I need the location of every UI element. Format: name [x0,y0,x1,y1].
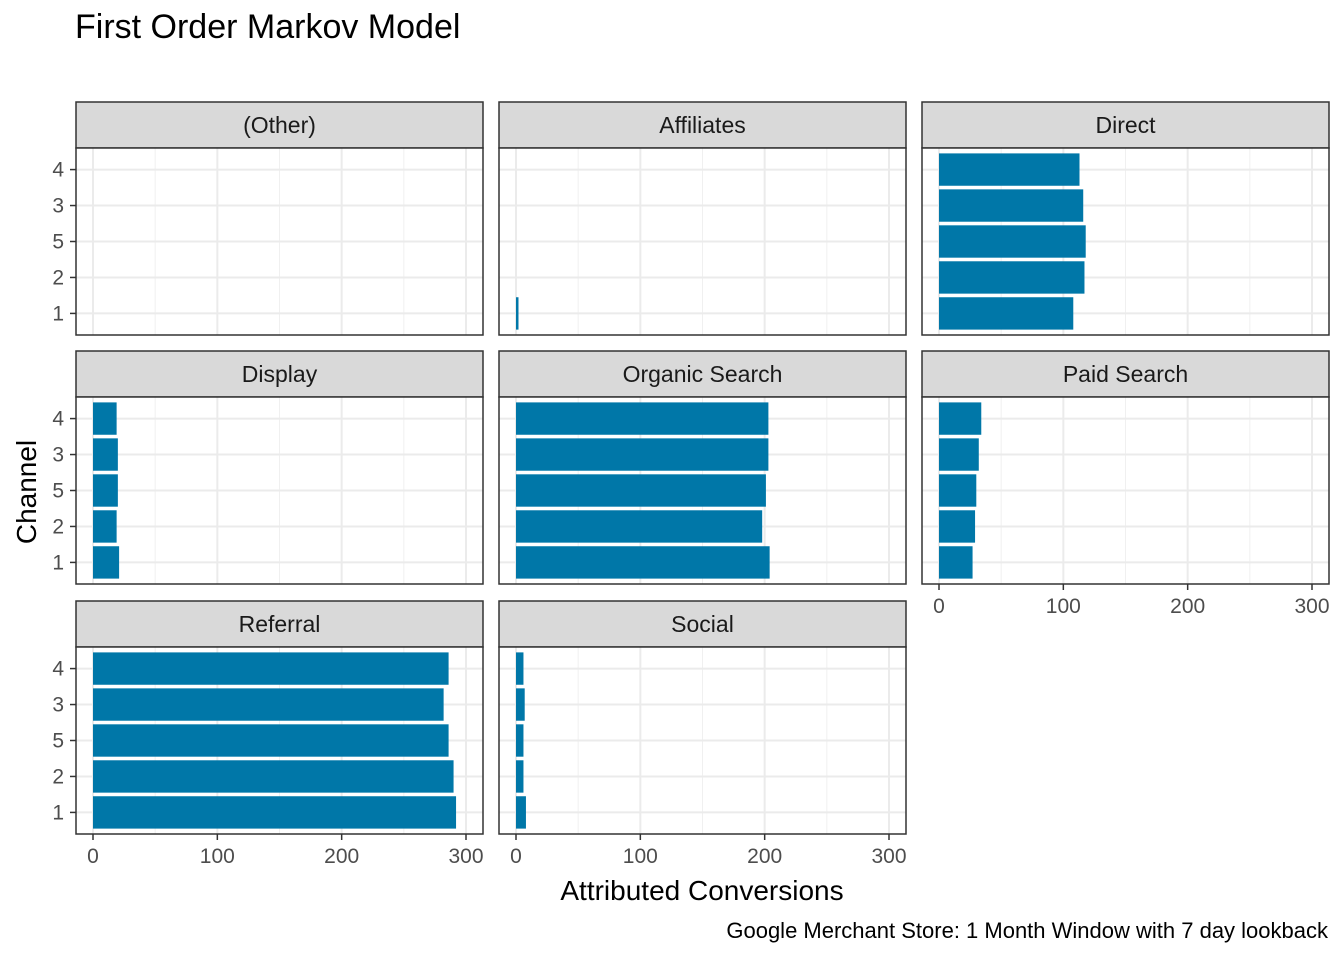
x-tick-label: 100 [1046,595,1081,618]
y-tick-label: 2 [52,515,64,538]
bar [939,510,976,543]
x-tick-label: 0 [933,595,945,618]
facet-strip [498,350,907,398]
bar [93,546,120,579]
y-tick-label: 3 [52,694,64,717]
x-tick-label: 0 [87,845,99,868]
x-tick-label: 200 [1170,595,1205,618]
y-tick-label: 2 [52,765,64,788]
bar [516,652,524,685]
y-tick-label: 5 [52,480,64,503]
y-tick-label: 4 [52,159,64,182]
y-tick-label: 3 [52,444,64,467]
bar [939,546,973,579]
panel-border [921,147,1330,336]
bar [93,438,118,471]
bar [516,724,524,757]
facet-strip-label: Direct [1095,112,1156,138]
bar [93,652,449,685]
bar [939,189,1084,222]
y-axis-title: Channel [11,440,42,544]
facet-strip [921,350,1330,398]
x-tick-label: 200 [324,845,359,868]
panel-border [498,646,907,835]
facet-strip-label: Referral [239,611,321,637]
bar [939,438,979,471]
chart-title: First Order Markov Model [75,8,460,46]
bar [93,510,117,543]
y-tick-label: 2 [52,266,64,289]
facet-strip-label: Social [671,611,734,637]
facet-strip [75,101,484,149]
facet-panel: Paid Search 0 100 200 300 [921,350,1330,618]
bar [93,760,454,793]
y-tick-label: 4 [52,658,64,681]
bar [516,297,519,330]
bar [93,474,118,507]
facet-panel: Affiliates [498,101,907,336]
bar [939,297,1074,330]
facet-strip [498,101,907,149]
facet-strip-label: (Other) [243,112,316,138]
x-tick-label: 300 [448,845,483,868]
bar [516,402,769,435]
x-axis-title: Attributed Conversions [560,875,843,906]
facet-panels: (Other) 1 2 5 3 4 Affiliates Direct Display 1 2 5 3 4… [52,101,1330,868]
facet-panel: Social 0 100 200 300 [498,600,907,868]
bar [516,688,525,721]
bar [516,474,766,507]
bar [516,760,524,793]
bar [93,688,444,721]
facet-panel: Referral 1 2 5 3 4 0 100 200 300 [52,600,484,868]
bar [93,796,457,829]
panel-border [498,396,907,585]
bar [939,261,1085,294]
bar [516,546,770,579]
facet-strip-label: Affiliates [659,112,746,138]
facet-strip-label: Display [242,361,318,387]
facet-panel: Display 1 2 5 3 4 [52,350,484,585]
bar [93,724,449,757]
x-tick-label: 100 [623,845,658,868]
y-tick-label: 4 [52,408,64,431]
x-tick-label: 300 [1294,595,1329,618]
x-tick-label: 100 [200,845,235,868]
y-tick-label: 5 [52,730,64,753]
y-tick-label: 3 [52,195,64,218]
x-tick-label: 300 [871,845,906,868]
facet-strip-label: Paid Search [1063,361,1188,387]
y-tick-label: 1 [52,801,64,824]
facet-panel: Organic Search [498,350,907,585]
x-tick-label: 0 [510,845,522,868]
facet-panel: Direct [921,101,1330,336]
y-tick-label: 1 [52,302,64,325]
facet-strip [75,350,484,398]
bar [939,402,982,435]
bar [516,510,763,543]
facet-strip-label: Organic Search [623,361,783,387]
panel-border [498,147,907,336]
y-tick-label: 5 [52,231,64,254]
facet-panel: (Other) 1 2 5 3 4 [52,101,484,336]
bar [939,225,1086,258]
bar [516,438,769,471]
panel-border [921,396,1330,585]
bar [939,474,977,507]
bar [516,796,526,829]
bar [939,153,1080,186]
facet-strip [498,600,907,648]
bar [93,402,117,435]
chart-caption: Google Merchant Store: 1 Month Window wi… [726,918,1329,943]
x-tick-label: 200 [747,845,782,868]
y-tick-label: 1 [52,551,64,574]
